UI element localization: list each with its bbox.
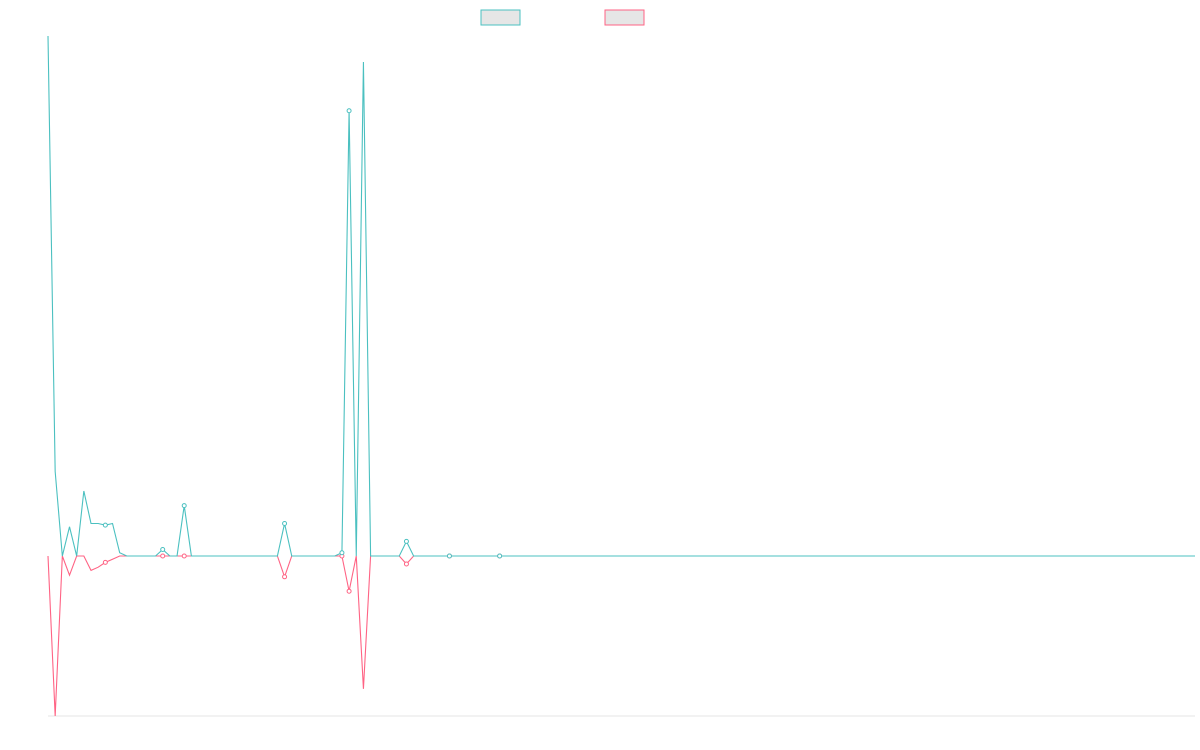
series-1 — [47, 35, 1195, 559]
series-2-point[interactable] — [160, 553, 166, 559]
series-1-point[interactable] — [346, 108, 352, 114]
series-1-point[interactable] — [102, 522, 108, 528]
series-2-point[interactable] — [346, 588, 352, 594]
series-2-line — [47, 555, 1195, 717]
series-1-point[interactable] — [181, 503, 187, 509]
series-2-point[interactable] — [282, 574, 288, 580]
series-2-point[interactable] — [181, 553, 187, 559]
series-1-point[interactable] — [403, 538, 409, 544]
series-1-line — [47, 35, 1195, 557]
series-2-point[interactable] — [403, 561, 409, 567]
series-1-point[interactable] — [339, 550, 345, 556]
chart-legend — [480, 9, 645, 26]
series-1-point[interactable] — [497, 553, 503, 559]
series-2-point[interactable] — [102, 559, 108, 565]
series-1-point[interactable] — [160, 547, 166, 552]
series-1-point[interactable] — [446, 553, 452, 559]
legend-swatch-series-2[interactable] — [604, 9, 645, 26]
legend-swatch-series-1[interactable] — [480, 9, 521, 26]
series-1-point[interactable] — [282, 521, 288, 526]
series-2 — [47, 553, 1195, 717]
series-layer — [47, 35, 1195, 717]
